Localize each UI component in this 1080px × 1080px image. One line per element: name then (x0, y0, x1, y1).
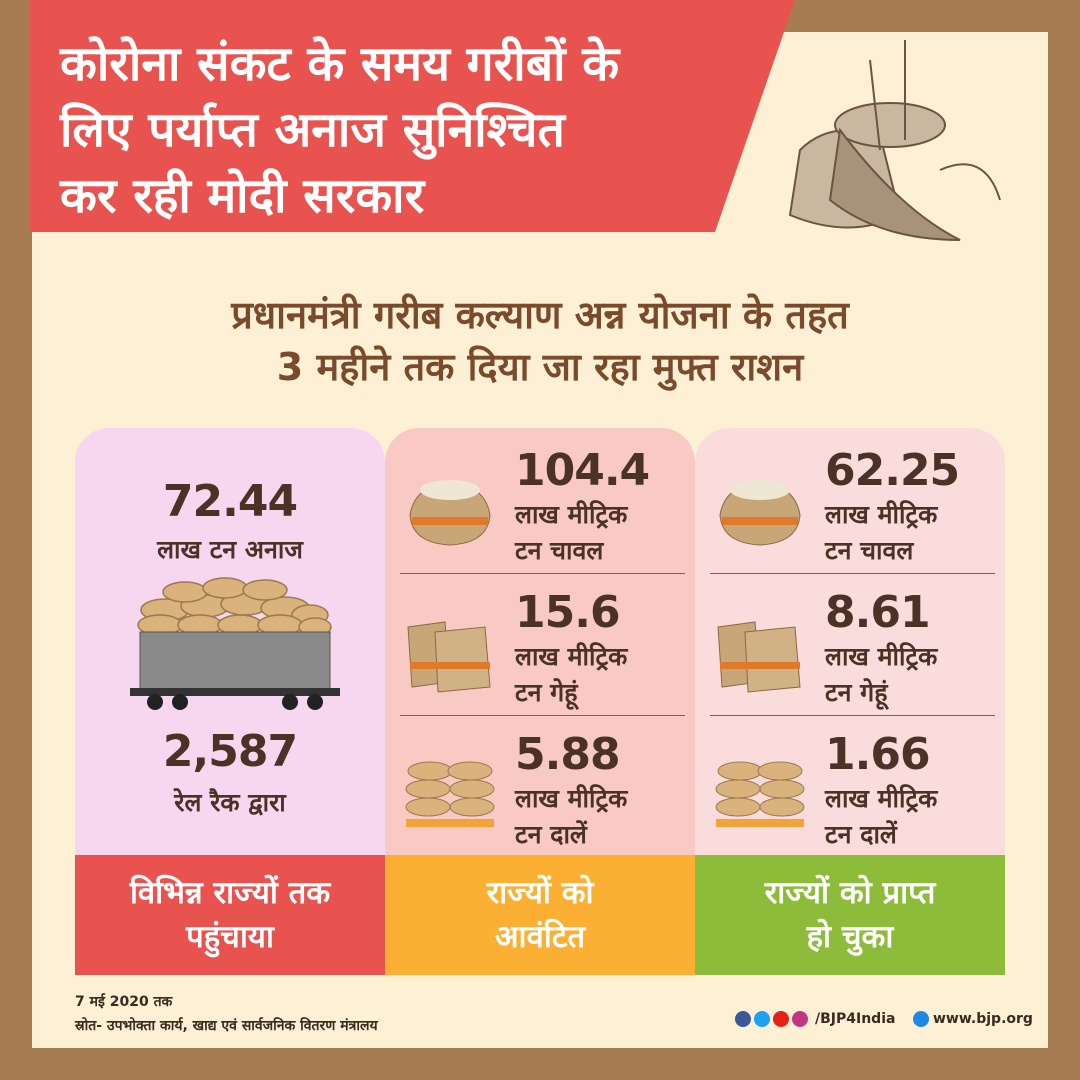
divider (400, 715, 685, 716)
item-value: 8.61 (825, 587, 931, 638)
item-unit: लाख मीट्रिक (515, 500, 628, 529)
item-unit: लाख मीट्रिक (515, 784, 628, 813)
column-label: राज्यों को प्राप्त हो चुका (695, 855, 1005, 975)
column-label: राज्यों को आवंटित (385, 855, 695, 975)
item-unit: टन गेहूं (825, 678, 888, 707)
stat-value: 2,587 (162, 726, 298, 777)
label-line: पहुंचाया (186, 919, 274, 955)
sack-icon (409, 480, 491, 546)
item-value: 1.66 (825, 729, 931, 780)
subtitle-line: प्रधानमंत्री गरीब कल्याण अन्न योजना के त… (231, 293, 849, 337)
divider (710, 715, 995, 716)
sack-icon (715, 761, 805, 827)
website: www.bjp.org (933, 1011, 1033, 1027)
subtitle-line: 3 महीने तक दिया जा रहा मुफ्त राशन (276, 345, 804, 389)
sack-icon (405, 761, 495, 827)
item-unit: लाख मीट्रिक (825, 784, 938, 813)
social-handle: /BJP4India (815, 1011, 896, 1027)
social-icons (735, 1011, 808, 1027)
title-line: लिए पर्याप्त अनाज सुनिश्चित (60, 102, 565, 158)
item-unit: टन गेहूं (515, 678, 578, 707)
grain-sack-art (788, 40, 1001, 241)
header-art (30, 0, 1001, 241)
item-unit: टन चावल (515, 536, 604, 565)
train-wagon-icon (130, 577, 340, 710)
stat-unit: लाख टन अनाज (157, 535, 303, 564)
stat-value: 72.44 (162, 476, 298, 527)
title-line: कोरोना संकट के समय गरीबों के (60, 36, 620, 92)
label-line: विभिन्न राज्यों तक (129, 875, 331, 911)
sack-icon (717, 621, 801, 693)
divider (400, 573, 685, 574)
label-line: राज्यों को प्राप्त (764, 875, 936, 911)
stat-unit: रेल रैक द्वारा (174, 788, 286, 817)
sack-icon (407, 621, 491, 693)
web-icon (913, 1011, 929, 1027)
label-line: हो चुका (806, 919, 894, 955)
item-value: 104.4 (515, 445, 650, 496)
date-note: 7 मई 2020 तक (75, 994, 173, 1010)
item-unit: लाख मीट्रिक (825, 642, 938, 671)
item-value: 62.25 (825, 445, 960, 496)
sack-icon (719, 480, 801, 546)
item-unit: टन दालें (825, 820, 897, 849)
column-label: विभिन्न राज्यों तक पहुंचाया (75, 855, 385, 975)
item-unit: टन चावल (825, 536, 914, 565)
item-unit: लाख मीट्रिक (515, 642, 628, 671)
label-line: राज्यों को (486, 875, 594, 911)
title-line: कर रही मोदी सरकार (60, 168, 425, 224)
label-line: आवंटित (494, 919, 586, 955)
title-banner (30, 0, 795, 232)
item-unit: लाख मीट्रिक (825, 500, 938, 529)
item-unit: टन दालें (515, 820, 587, 849)
source-note: स्रोत- उपभोक्ता कार्य, खाद्य एवं सार्वजन… (75, 1018, 378, 1034)
item-value: 15.6 (515, 587, 621, 638)
divider (710, 573, 995, 574)
item-value: 5.88 (515, 729, 621, 780)
